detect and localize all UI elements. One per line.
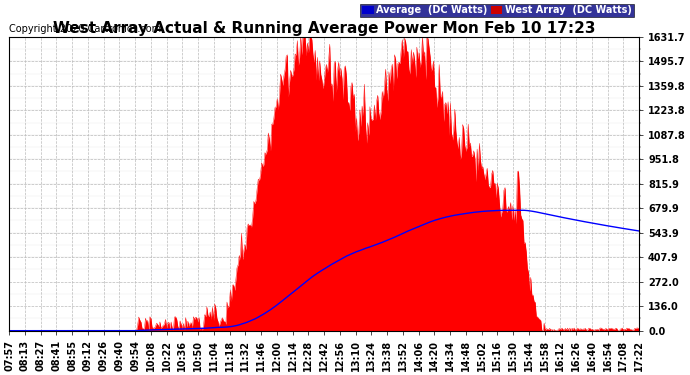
Text: Copyright 2020 Cartronics.com: Copyright 2020 Cartronics.com bbox=[9, 24, 161, 34]
Title: West Array Actual & Running Average Power Mon Feb 10 17:23: West Array Actual & Running Average Powe… bbox=[53, 21, 595, 36]
Legend: Average  (DC Watts), West Array  (DC Watts): Average (DC Watts), West Array (DC Watts… bbox=[360, 3, 634, 17]
